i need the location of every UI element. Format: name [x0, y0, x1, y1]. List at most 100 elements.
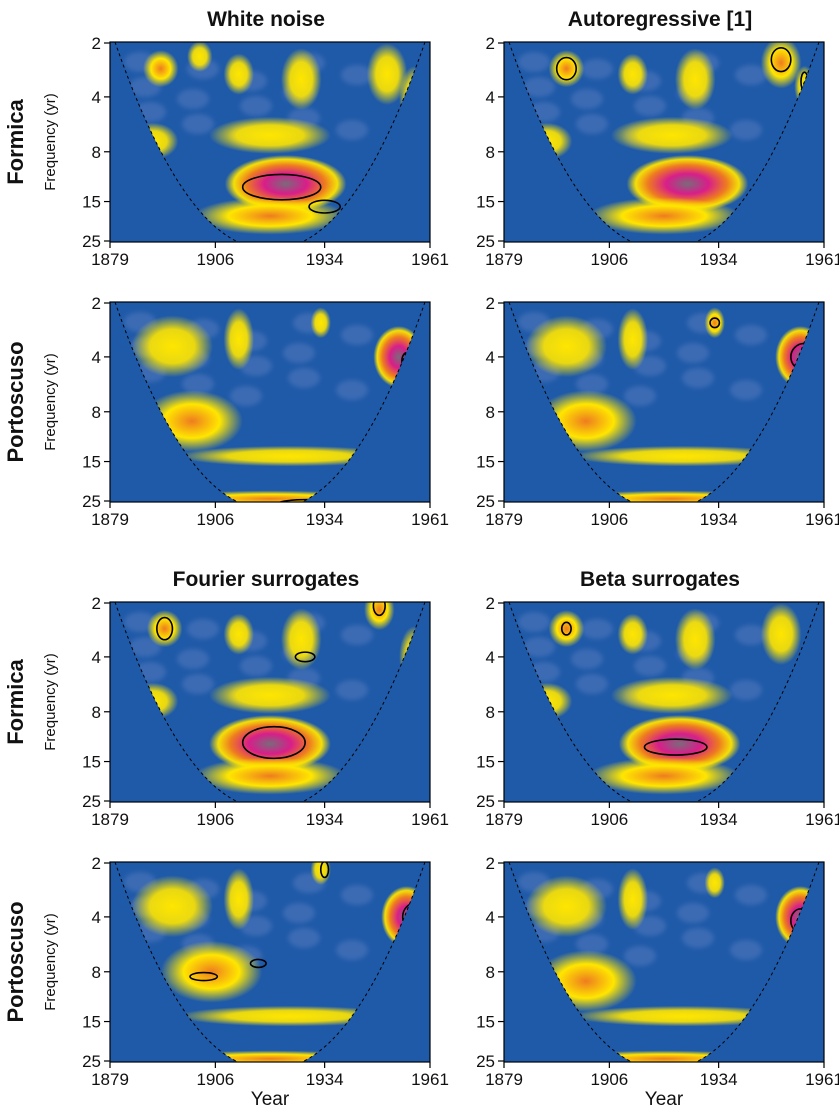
y-tick-label: 8	[92, 143, 101, 162]
low-power-region	[230, 386, 262, 406]
power-blob	[209, 116, 331, 154]
low-power-region	[730, 120, 762, 140]
power-blob	[610, 676, 733, 714]
y-tick-label: 2	[92, 854, 101, 873]
y-tick-label: 25	[82, 1052, 101, 1071]
low-power-region	[682, 928, 714, 948]
low-power-region	[288, 368, 320, 388]
y-tick-label: 2	[486, 854, 495, 873]
low-power-region	[571, 89, 603, 109]
power-blob	[209, 715, 331, 773]
row-label-portoscuso: Portoscuso	[3, 341, 28, 462]
x-tick-label: 1961	[411, 510, 449, 529]
low-power-region	[576, 674, 608, 694]
low-power-region	[182, 374, 214, 394]
x-tick-label: 1879	[485, 250, 523, 269]
y-tick-label: 25	[82, 792, 101, 811]
panel-frame	[109, 41, 431, 243]
x-tick-label: 1961	[805, 510, 839, 529]
power-blob	[187, 42, 213, 72]
y-tick-label: 15	[476, 453, 495, 472]
low-power-region	[624, 386, 656, 406]
cone-of-influence-left	[110, 862, 238, 1062]
cone-boundary-right	[695, 42, 820, 242]
x-tick-label: 1934	[700, 810, 738, 829]
significance-contour	[241, 173, 322, 201]
significance-contour	[560, 621, 572, 636]
x-tick-label: 1879	[91, 1070, 129, 1089]
cone-boundary-left	[114, 42, 239, 242]
power-blob	[617, 308, 649, 371]
y-tick-label: 25	[82, 232, 101, 251]
cone-boundary-left	[508, 42, 633, 242]
x-tick-label: 1934	[306, 510, 344, 529]
low-power-region	[581, 59, 613, 79]
significance-contour	[241, 725, 306, 760]
x-tick-label: 1934	[306, 250, 344, 269]
y-tick-label: 8	[92, 963, 101, 982]
x-tick-label: 1934	[700, 1070, 738, 1089]
x-axis-label: Year	[645, 1089, 684, 1110]
panel-frame	[503, 41, 825, 243]
y-tick-label: 8	[486, 963, 495, 982]
power-blob	[364, 602, 395, 631]
panel-frame	[503, 301, 825, 503]
low-power-region	[730, 380, 762, 400]
power-blob	[177, 1005, 402, 1027]
row-label-formica: Formica	[3, 658, 28, 744]
panel-frame	[503, 861, 825, 1063]
power-blob	[193, 197, 347, 235]
y-axis-label: Frequency (yr)	[42, 353, 59, 451]
y-tick-label: 25	[476, 232, 495, 251]
y-tick-label: 8	[486, 703, 495, 722]
cone-of-influence-right	[696, 862, 824, 1062]
low-power-region	[341, 65, 373, 85]
low-power-region	[283, 903, 315, 923]
cone-boundary-right	[301, 302, 426, 502]
power-blob	[525, 875, 608, 938]
x-tick-label: 1961	[411, 250, 449, 269]
x-tick-label: 1961	[411, 1070, 449, 1089]
x-tick-label: 1879	[91, 250, 129, 269]
cone-boundary-right	[301, 862, 426, 1062]
cone-boundary-left	[114, 862, 239, 1062]
power-blob	[193, 757, 347, 795]
y-axis-label: Frequency (yr)	[42, 93, 59, 191]
row-label-formica: Formica	[3, 98, 28, 184]
low-power-region	[182, 114, 214, 134]
x-tick-label: 1934	[306, 810, 344, 829]
low-power-region	[735, 885, 767, 905]
x-tick-label: 1934	[306, 1070, 344, 1089]
low-power-region	[576, 114, 608, 134]
significance-contour	[643, 738, 708, 756]
x-tick-label: 1906	[196, 1070, 234, 1089]
power-blob	[223, 613, 254, 655]
power-blob	[209, 676, 331, 714]
cone-of-influence-left	[504, 862, 632, 1062]
power-blob	[177, 445, 402, 467]
column-title-fourier-surrogates: Fourier surrogates	[173, 568, 360, 591]
cone-of-influence-left	[110, 42, 238, 242]
power-blob	[525, 315, 608, 378]
power-blob	[571, 445, 796, 467]
panel-frame	[109, 301, 431, 503]
low-power-region	[677, 903, 709, 923]
panel-frame	[109, 861, 431, 1063]
y-tick-label: 2	[486, 294, 495, 313]
x-tick-label: 1906	[590, 1070, 628, 1089]
cone-boundary-left	[508, 602, 633, 802]
x-tick-label: 1879	[485, 810, 523, 829]
cone-boundary-right	[301, 42, 426, 242]
low-power-region	[634, 96, 666, 116]
cone-of-influence-right	[302, 602, 430, 802]
low-power-region	[288, 928, 320, 948]
low-power-region	[187, 619, 219, 639]
cone-boundary-right	[695, 862, 820, 1062]
significance-contour	[249, 958, 267, 969]
panel-frame	[109, 601, 431, 803]
low-power-region	[735, 325, 767, 345]
